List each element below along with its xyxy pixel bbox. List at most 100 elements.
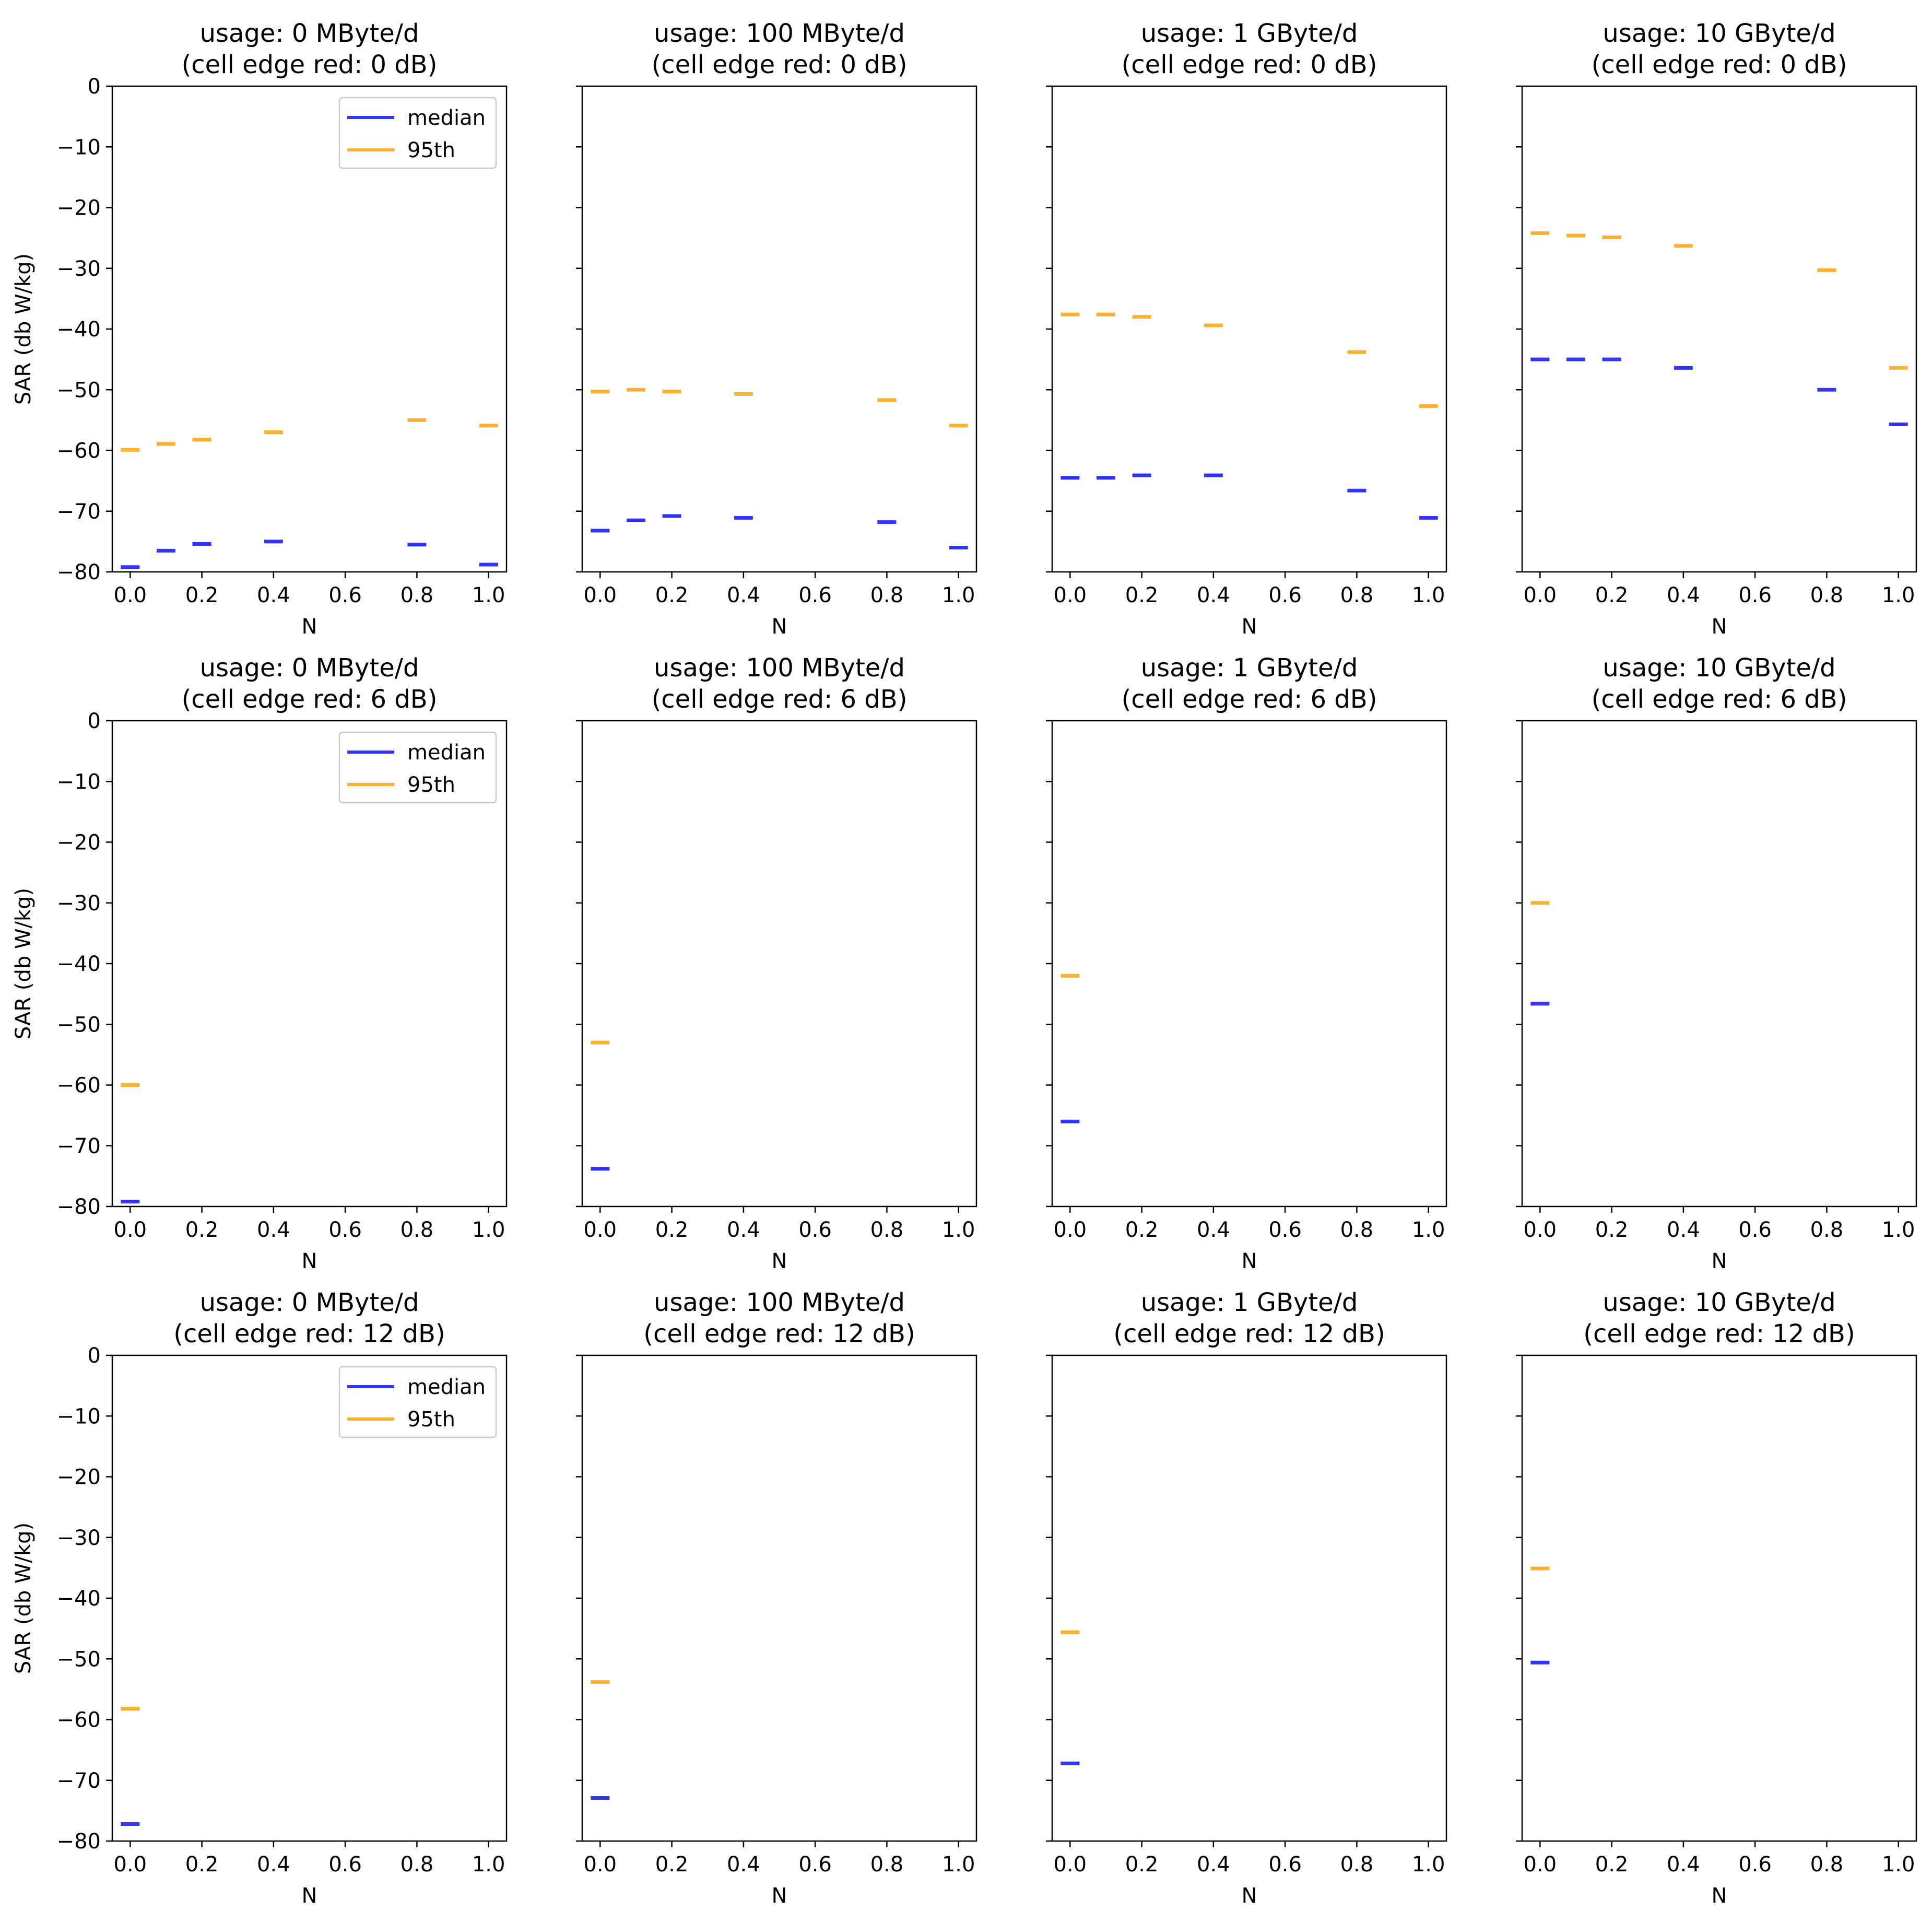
legend: median 95th — [338, 1366, 497, 1438]
x-tick-label: 1.0 — [1882, 1853, 1915, 1877]
legend-label: median — [407, 106, 486, 130]
subplot-title-line2: (cell edge red: 12 dB) — [1113, 1319, 1385, 1349]
x-tick-label: 0.4 — [727, 1853, 760, 1877]
y-tick-label: −10 — [57, 135, 101, 159]
x-axis-label: N — [772, 1249, 787, 1273]
y-tick-label: 0 — [88, 1344, 101, 1368]
x-tick-label: 0.6 — [1268, 1853, 1302, 1877]
x-tick-label: 0.4 — [727, 1218, 760, 1242]
x-tick-label: 0.6 — [1268, 1218, 1302, 1242]
x-tick-label: 0.6 — [328, 1853, 362, 1877]
y-tick-label: −70 — [57, 500, 101, 524]
x-tick-label: 1.0 — [1412, 583, 1445, 607]
y-tick-label: −20 — [57, 1466, 101, 1490]
x-tick-label: 0.8 — [400, 583, 434, 607]
axes-frame — [1051, 85, 1447, 573]
y-tick-label: −30 — [57, 892, 101, 916]
subplot-4: usage: 10 GByte/d(cell edge red: 0 dB) 0.… — [1516, 19, 1917, 639]
x-tick-label: 0.4 — [1667, 583, 1700, 607]
axes-frame — [581, 85, 977, 573]
subplot-title-line1: usage: 1 GByte/d — [1141, 653, 1358, 683]
x-tick-label: 0.0 — [584, 1218, 617, 1242]
y-tick-label: −40 — [57, 318, 101, 342]
axes-frame — [1521, 85, 1917, 573]
x-axis-label: N — [302, 1884, 317, 1908]
y-axis-label: SAR (db W/kg) — [11, 888, 36, 1039]
subplot-title-line2: (cell edge red: 0 dB) — [652, 50, 908, 79]
subplot-title-line2: (cell edge red: 12 dB) — [173, 1319, 445, 1349]
x-tick-label: 0.2 — [655, 1218, 689, 1242]
x-tick-label: 0.6 — [1738, 1218, 1772, 1242]
x-tick-label: 1.0 — [1882, 583, 1915, 607]
x-axis-label: N — [1712, 1249, 1727, 1273]
subplot-title-line1: usage: 10 GByte/d — [1603, 653, 1835, 683]
x-tick-label: 0.4 — [1667, 1853, 1700, 1877]
subplot-title-line2: (cell edge red: 6 dB) — [1122, 685, 1377, 714]
subplot-2: usage: 100 MByte/d(cell edge red: 0 dB) 0… — [576, 19, 977, 639]
x-tick-label: 0.0 — [1524, 583, 1557, 607]
y-tick-label: −60 — [57, 1708, 101, 1732]
x-tick-label: 1.0 — [942, 583, 975, 607]
x-axis-label: N — [772, 1884, 787, 1908]
subplot-9: usage: 0 MByte/d(cell edge red: 12 dB) 0.… — [11, 1288, 508, 1908]
x-tick-label: 1.0 — [942, 1218, 975, 1242]
subplot-title-line1: usage: 0 MByte/d — [200, 19, 419, 48]
axes-frame — [1521, 720, 1917, 1208]
y-tick-label: −30 — [57, 1526, 101, 1550]
x-tick-label: 0.6 — [1738, 583, 1772, 607]
x-tick-label: 1.0 — [1882, 1218, 1915, 1242]
x-tick-label: 0.2 — [185, 1853, 219, 1877]
x-axis-label: N — [1242, 1249, 1257, 1273]
y-tick-label: −70 — [57, 1134, 101, 1158]
subplot-title-line2: (cell edge red: 0 dB) — [1592, 50, 1847, 79]
subplot-12: usage: 10 GByte/d(cell edge red: 12 dB) 0… — [1516, 1288, 1917, 1908]
x-tick-label: 0.0 — [1054, 1853, 1087, 1877]
subplot-title-line1: usage: 0 MByte/d — [200, 1288, 419, 1317]
y-tick-label: 0 — [88, 709, 101, 733]
axes-frame — [1521, 1354, 1917, 1842]
y-tick-label: −20 — [57, 831, 101, 855]
y-tick-label: −10 — [57, 1404, 101, 1428]
x-tick-label: 0.2 — [1125, 1218, 1159, 1242]
subplot-5: usage: 0 MByte/d(cell edge red: 6 dB) 0.0… — [11, 653, 508, 1273]
x-tick-label: 0.0 — [114, 1853, 147, 1877]
y-tick-label: −80 — [57, 1195, 101, 1219]
x-tick-label: 0.4 — [727, 583, 760, 607]
legend-label: median — [407, 741, 486, 765]
x-tick-label: 0.4 — [1197, 1218, 1230, 1242]
x-tick-label: 0.0 — [114, 1218, 147, 1242]
subplot-10: usage: 100 MByte/d(cell edge red: 12 dB)… — [576, 1288, 977, 1908]
x-tick-label: 0.4 — [257, 583, 290, 607]
x-tick-label: 1.0 — [472, 1853, 505, 1877]
y-tick-label: −40 — [57, 952, 101, 976]
x-tick-label: 0.2 — [1125, 583, 1159, 607]
y-tick-label: −40 — [57, 1587, 101, 1611]
y-tick-label: 0 — [88, 75, 101, 99]
x-tick-label: 0.6 — [1268, 583, 1302, 607]
subplot-title-line1: usage: 100 MByte/d — [654, 19, 905, 48]
x-axis-label: N — [1242, 1884, 1257, 1908]
y-tick-label: −20 — [57, 196, 101, 220]
legend-label: 95th — [407, 773, 455, 797]
x-tick-label: 0.6 — [798, 583, 832, 607]
x-tick-label: 0.8 — [870, 583, 904, 607]
axes-frame — [1051, 720, 1447, 1208]
x-tick-label: 0.0 — [1524, 1853, 1557, 1877]
x-tick-label: 0.2 — [655, 583, 689, 607]
x-tick-label: 0.8 — [1340, 1853, 1374, 1877]
subplot-title-line1: usage: 10 GByte/d — [1603, 19, 1835, 48]
x-tick-label: 0.2 — [185, 583, 219, 607]
x-tick-label: 1.0 — [942, 1853, 975, 1877]
x-tick-label: 0.8 — [1340, 583, 1374, 607]
y-tick-label: −70 — [57, 1769, 101, 1793]
x-tick-label: 1.0 — [472, 1218, 505, 1242]
subplot-title-line2: (cell edge red: 6 dB) — [1592, 685, 1847, 714]
subplot-title-line1: usage: 100 MByte/d — [654, 653, 905, 683]
x-tick-label: 0.2 — [1595, 1218, 1629, 1242]
legend-label: 95th — [407, 1408, 455, 1432]
y-axis-label: SAR (db W/kg) — [11, 1522, 36, 1674]
x-tick-label: 0.2 — [1125, 1853, 1159, 1877]
y-tick-label: −60 — [57, 1074, 101, 1098]
subplot-title-line2: (cell edge red: 6 dB) — [652, 685, 908, 714]
